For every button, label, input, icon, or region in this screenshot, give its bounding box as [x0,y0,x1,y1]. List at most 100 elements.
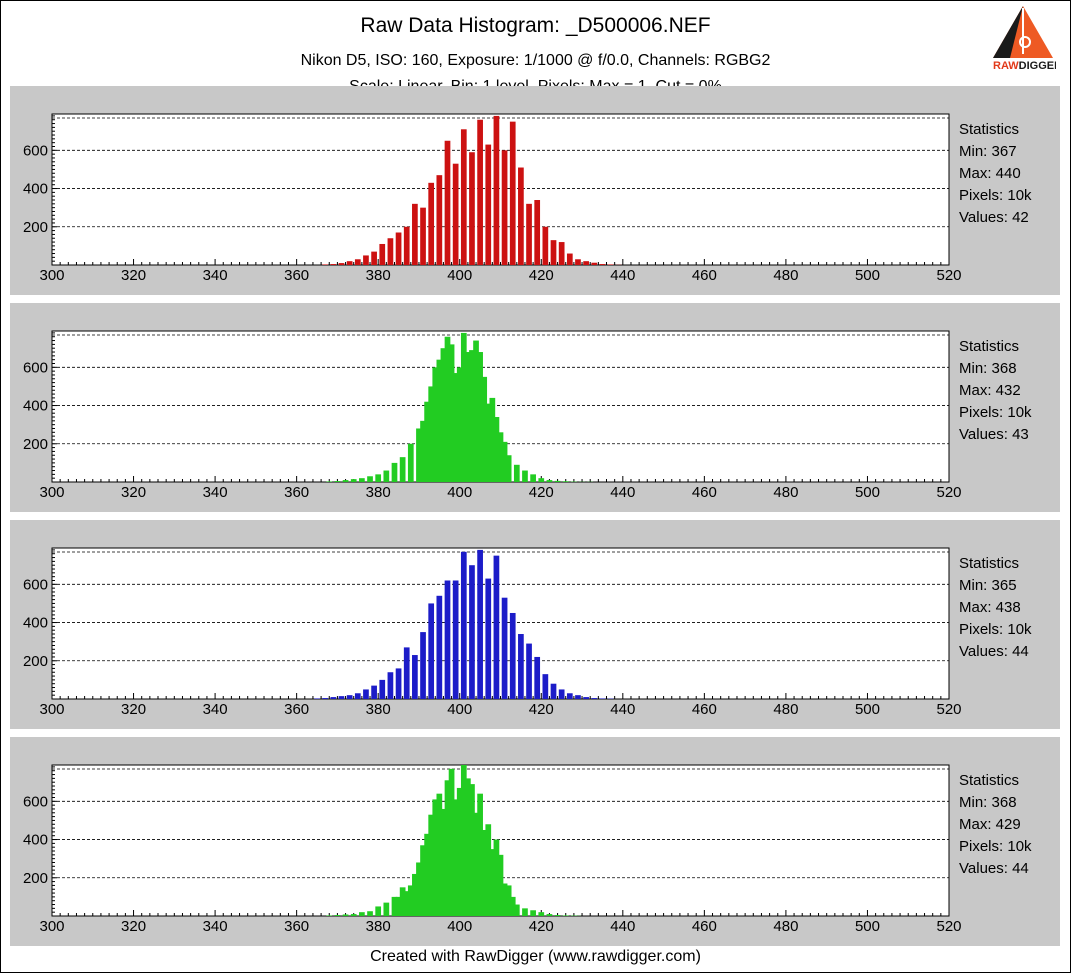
histogram-bar [403,891,410,916]
histogram-bar [481,376,488,482]
histogram-bar [395,232,402,265]
statistics-line: Max: 440 [959,165,1021,182]
histogram-bar [363,689,369,699]
histogram-bar [342,914,349,916]
y-tick-label: 400 [23,832,48,849]
histogram-bar [412,203,418,265]
histogram-bar [583,697,589,699]
histogram-bar [526,643,532,699]
histogram-bar [554,915,561,916]
x-tick-label: 340 [203,701,228,718]
histogram-bar [346,695,353,699]
histogram-bar [550,240,557,265]
x-tick-label: 420 [529,267,554,284]
svg-text:RAWDIGGER: RAWDIGGER [993,60,1056,72]
x-tick-label: 360 [284,918,309,935]
x-tick-label: 420 [529,701,554,718]
histogram-bar [501,883,508,916]
histogram-bar [583,261,589,265]
x-tick-label: 420 [529,918,554,935]
histogram-bar [456,367,463,482]
histogram-bar [342,480,349,482]
histogram-bar [338,263,345,265]
histogram-bar [420,845,426,916]
histogram-bar [493,417,500,482]
histogram-bar [546,914,553,916]
histogram-bar [379,243,386,265]
histogram-bar [522,470,528,482]
histogram-bar [346,261,353,265]
histogram-bar [330,264,337,265]
x-tick-label: 360 [284,267,309,284]
histogram-bar [518,167,524,265]
statistics-line: Pixels: 10k [959,404,1032,421]
x-tick-label: 300 [39,267,64,284]
histogram-bar [403,226,410,265]
x-tick-label: 440 [610,484,635,501]
x-tick-label: 460 [692,484,717,501]
histogram-bar [518,634,524,699]
x-tick-label: 340 [203,484,228,501]
x-tick-label: 380 [366,267,391,284]
histogram-bar [522,908,528,916]
histogram-bar [379,679,386,699]
histogram-bar [412,655,418,699]
histogram-bar [509,612,516,699]
histogram-bar [375,906,382,916]
histogram-bar [501,150,508,265]
y-tick-label: 600 [23,576,48,593]
statistics-line: Statistics [959,338,1019,355]
x-tick-label: 460 [692,267,717,284]
histogram-bar [460,551,467,699]
statistics-line: Statistics [959,772,1019,789]
histogram-bar [403,647,410,699]
histogram-bar [501,441,508,482]
statistics-line: Min: 365 [959,577,1017,594]
histogram-bar [575,259,581,265]
histogram-bar [599,264,606,265]
y-tick-label: 200 [23,653,48,670]
histogram-bar [428,603,435,699]
statistics-line: Max: 429 [959,816,1021,833]
x-tick-label: 520 [936,918,961,935]
histogram-bar [534,200,541,265]
histogram-bar [391,896,398,916]
histogram-bar [412,873,418,916]
statistics-line: Values: 44 [959,860,1029,877]
footer-credit: Created with RawDigger (www.rawdigger.co… [370,948,701,965]
histogram-bar [460,332,467,482]
histogram-bar [452,373,459,482]
x-tick-label: 520 [936,484,961,501]
histogram-bar [367,476,373,482]
histogram-bar [452,163,459,265]
camera-info: Nikon D5, ISO: 160, Exposure: 1/1000 @ f… [300,52,771,69]
statistics-line: Min: 367 [959,143,1017,160]
histogram-bar [591,698,598,699]
histogram-bar [440,808,447,916]
histogram-bar [477,793,483,916]
histogram-bar [538,478,545,482]
x-tick-label: 440 [610,267,635,284]
histogram-bar [469,350,475,482]
histogram-bar [485,144,492,265]
histogram-bar [424,833,430,916]
histogram-bar [477,549,483,699]
histogram-bar [436,359,443,482]
rawdigger-logo: RAWDIGGER [993,6,1056,72]
histogram-bar [416,862,422,916]
x-tick-label: 320 [121,918,146,935]
histogram-bar [428,814,435,916]
histogram-bar [322,698,329,699]
statistics-line: Max: 432 [959,382,1021,399]
histogram-bar [350,479,357,482]
histogram-bar [591,262,598,265]
histogram-bar [334,915,341,916]
histogram-bar [420,207,426,265]
x-tick-label: 440 [610,918,635,935]
histogram-bar [513,464,520,482]
x-tick-label: 520 [936,267,961,284]
histogram-bar [387,238,394,265]
x-tick-label: 460 [692,918,717,935]
statistics-line: Statistics [959,555,1019,572]
x-tick-label: 400 [447,484,472,501]
